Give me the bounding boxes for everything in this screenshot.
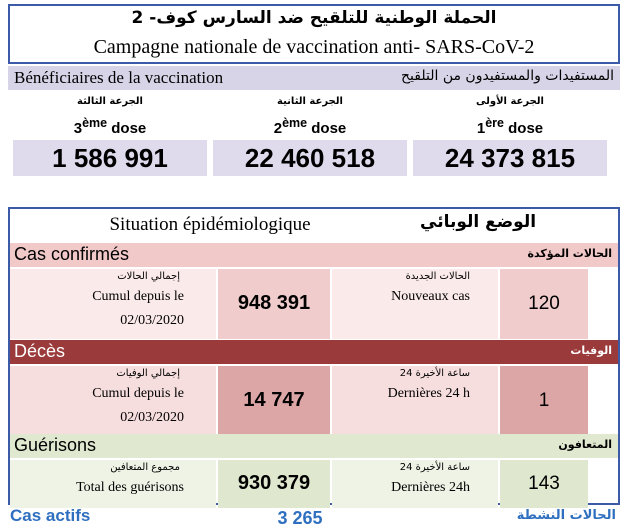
dose-label-ar: الجرعة الثانية <box>277 96 343 107</box>
title-fr: Campagne nationale de vaccination anti- … <box>93 36 535 58</box>
title-ar: الحملة الوطنية للتلقيح ضد السارس كوف- 2 <box>131 8 497 28</box>
total-fr: Total des guérisons <box>76 480 184 495</box>
dose-label: 2ème dose <box>210 116 410 137</box>
total-box: 948 391 <box>218 269 330 339</box>
section-band: Cas confirmés الحالات المؤكدة <box>10 243 618 267</box>
total-ar: إجمالي الحالات <box>117 271 180 282</box>
dose-number: 2 <box>273 120 283 137</box>
dose-value-box: 24 373 815 <box>413 140 607 176</box>
cell <box>10 460 216 508</box>
active-label-fr: Cas actifs <box>10 506 91 525</box>
recent-value: 143 <box>528 473 560 494</box>
epi-label-ar: الوضع الوبائي <box>420 212 537 232</box>
cell <box>332 269 498 339</box>
recent-value: 120 <box>528 293 560 314</box>
cell <box>10 269 216 339</box>
total-fr: Cumul depuis le <box>92 386 184 401</box>
total-ar: إجمالي الوفيات <box>116 368 180 379</box>
total-value: 14 747 <box>243 389 305 411</box>
recent-value: 1 <box>538 390 550 411</box>
recent-fr: Dernières 24h <box>391 480 470 495</box>
section-band: Guérisons المتعافون <box>10 434 618 458</box>
dose-number: 1 <box>476 120 486 137</box>
section-band: Décès الوفيات <box>10 340 618 364</box>
dose-word: dose <box>111 120 147 137</box>
recent-ar: 24 ساعة الأخيرة <box>399 368 470 379</box>
total-date: 02/03/2020 <box>120 410 184 425</box>
section-label-fr: Cas confirmés <box>14 244 130 264</box>
cell <box>332 460 498 508</box>
cell <box>332 366 498 436</box>
total-value: 948 391 <box>237 292 311 314</box>
dose-label: 1ère dose <box>410 116 610 137</box>
recent-ar: 24 ساعة الأخيرة <box>399 462 470 473</box>
total-ar: مجموع المتعافين <box>110 462 180 473</box>
section-label-ar: الوفيات <box>570 344 612 357</box>
recent-fr: Nouveaux cas <box>391 289 470 304</box>
recent-box: 120 <box>500 269 588 339</box>
total-box: 930 379 <box>218 460 330 508</box>
dose-value-box: 22 460 518 <box>213 140 407 176</box>
active-label-ar: الحالات النشطة <box>516 508 616 523</box>
dose-value-box: 1 586 991 <box>13 140 207 176</box>
title-box: الحملة الوطنية للتلقيح ضد السارس كوف- 2 … <box>8 4 620 64</box>
active-value: 3 265 <box>277 508 323 528</box>
dose-suffix: ème <box>82 116 108 130</box>
cell <box>10 366 216 436</box>
vaccination-label-fr: Bénéficiaires de la vaccination <box>14 68 224 87</box>
dose-label-ar: الجرعة الأولى <box>476 96 544 107</box>
dose-suffix: ère <box>485 116 504 130</box>
section-label-fr: Décès <box>14 341 66 361</box>
epi-label-fr: Situation épidémiologique <box>109 214 311 235</box>
total-box: 14 747 <box>218 366 330 436</box>
dose-number: 3 <box>73 120 83 137</box>
recent-box: 143 <box>500 460 588 508</box>
total-value: 930 379 <box>237 472 311 494</box>
dose-value: 24 373 815 <box>444 143 576 173</box>
dose-word: dose <box>508 120 544 137</box>
recent-ar: الحالات الجديدة <box>405 271 470 282</box>
vaccination-label-ar: المستفيدات والمستفيدون من التلقيح <box>401 68 614 84</box>
total-date: 02/03/2020 <box>120 313 184 328</box>
dose-word: dose <box>311 120 347 137</box>
vaccination-band: Bénéficiaires de la vaccination المستفيد… <box>8 66 620 90</box>
dose-label-ar: الجرعة الثالثة <box>77 96 143 107</box>
dose-suffix: ème <box>282 116 308 130</box>
total-fr: Cumul depuis le <box>92 289 184 304</box>
dose-value: 1 586 991 <box>52 143 168 173</box>
dose-label: 3ème dose <box>10 116 210 137</box>
recent-box: 1 <box>500 366 588 436</box>
dose-value: 22 460 518 <box>244 143 376 173</box>
section-label-fr: Guérisons <box>14 435 97 455</box>
recent-fr: Dernières 24 h <box>387 386 470 401</box>
section-label-ar: المتعافون <box>558 438 612 451</box>
section-label-ar: الحالات المؤكدة <box>527 247 612 260</box>
